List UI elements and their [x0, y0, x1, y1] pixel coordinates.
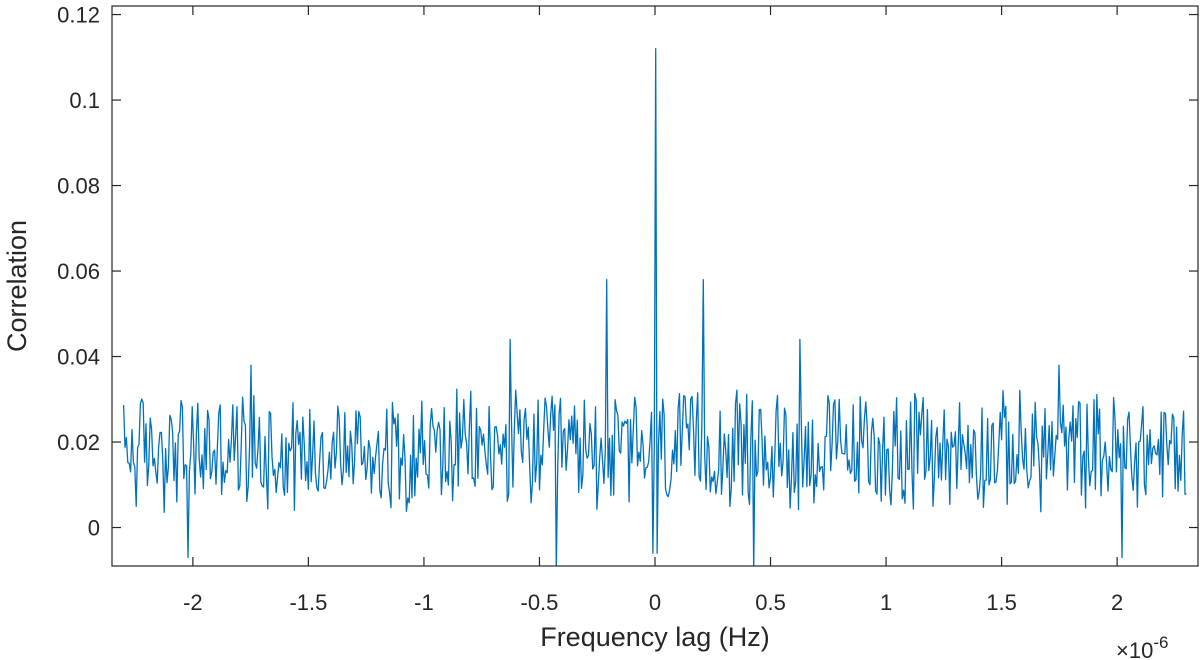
x-multiplier: ×10-6 [1116, 633, 1168, 660]
x-tick-label: -2 [183, 590, 203, 615]
y-tick-label: 0 [88, 516, 100, 541]
x-multiplier-base: ×10 [1116, 638, 1153, 660]
y-tick-label: 0.02 [57, 430, 100, 455]
x-tick-label: -1 [414, 590, 434, 615]
x-tick-label: -0.5 [521, 590, 559, 615]
x-multiplier-exponent: -6 [1153, 633, 1168, 652]
x-tick-label: -1.5 [289, 590, 327, 615]
x-tick-label: 2 [1111, 590, 1123, 615]
y-tick-label: 0.04 [57, 345, 100, 370]
x-ticks: -2 -1.5 -1 -0.5 0 0.5 1 1.5 2 [183, 6, 1123, 615]
x-tick-label: 1.5 [986, 590, 1017, 615]
x-tick-label: 0.5 [755, 590, 786, 615]
series-layer [122, 48, 1187, 566]
y-axis-label: Correlation [2, 220, 32, 352]
y-tick-label: 0.1 [69, 88, 100, 113]
x-axis-label: Frequency lag (Hz) [540, 622, 770, 652]
y-tick-label: 0.12 [57, 3, 100, 28]
x-tick-label: 1 [880, 590, 892, 615]
plot-area: -2 -1.5 -1 -0.5 0 0.5 1 1.5 2 00.020.040.060.080… [57, 3, 1199, 615]
y-ticks: 0 0.02 0.04 0.06 0.08 0.1 0.12 [57, 3, 1198, 541]
correlation-series-line [122, 48, 1187, 566]
x-tick-label: 0 [649, 590, 661, 615]
y-tick-label: 0.08 [57, 174, 100, 199]
y-tick-label: 0.06 [57, 259, 100, 284]
